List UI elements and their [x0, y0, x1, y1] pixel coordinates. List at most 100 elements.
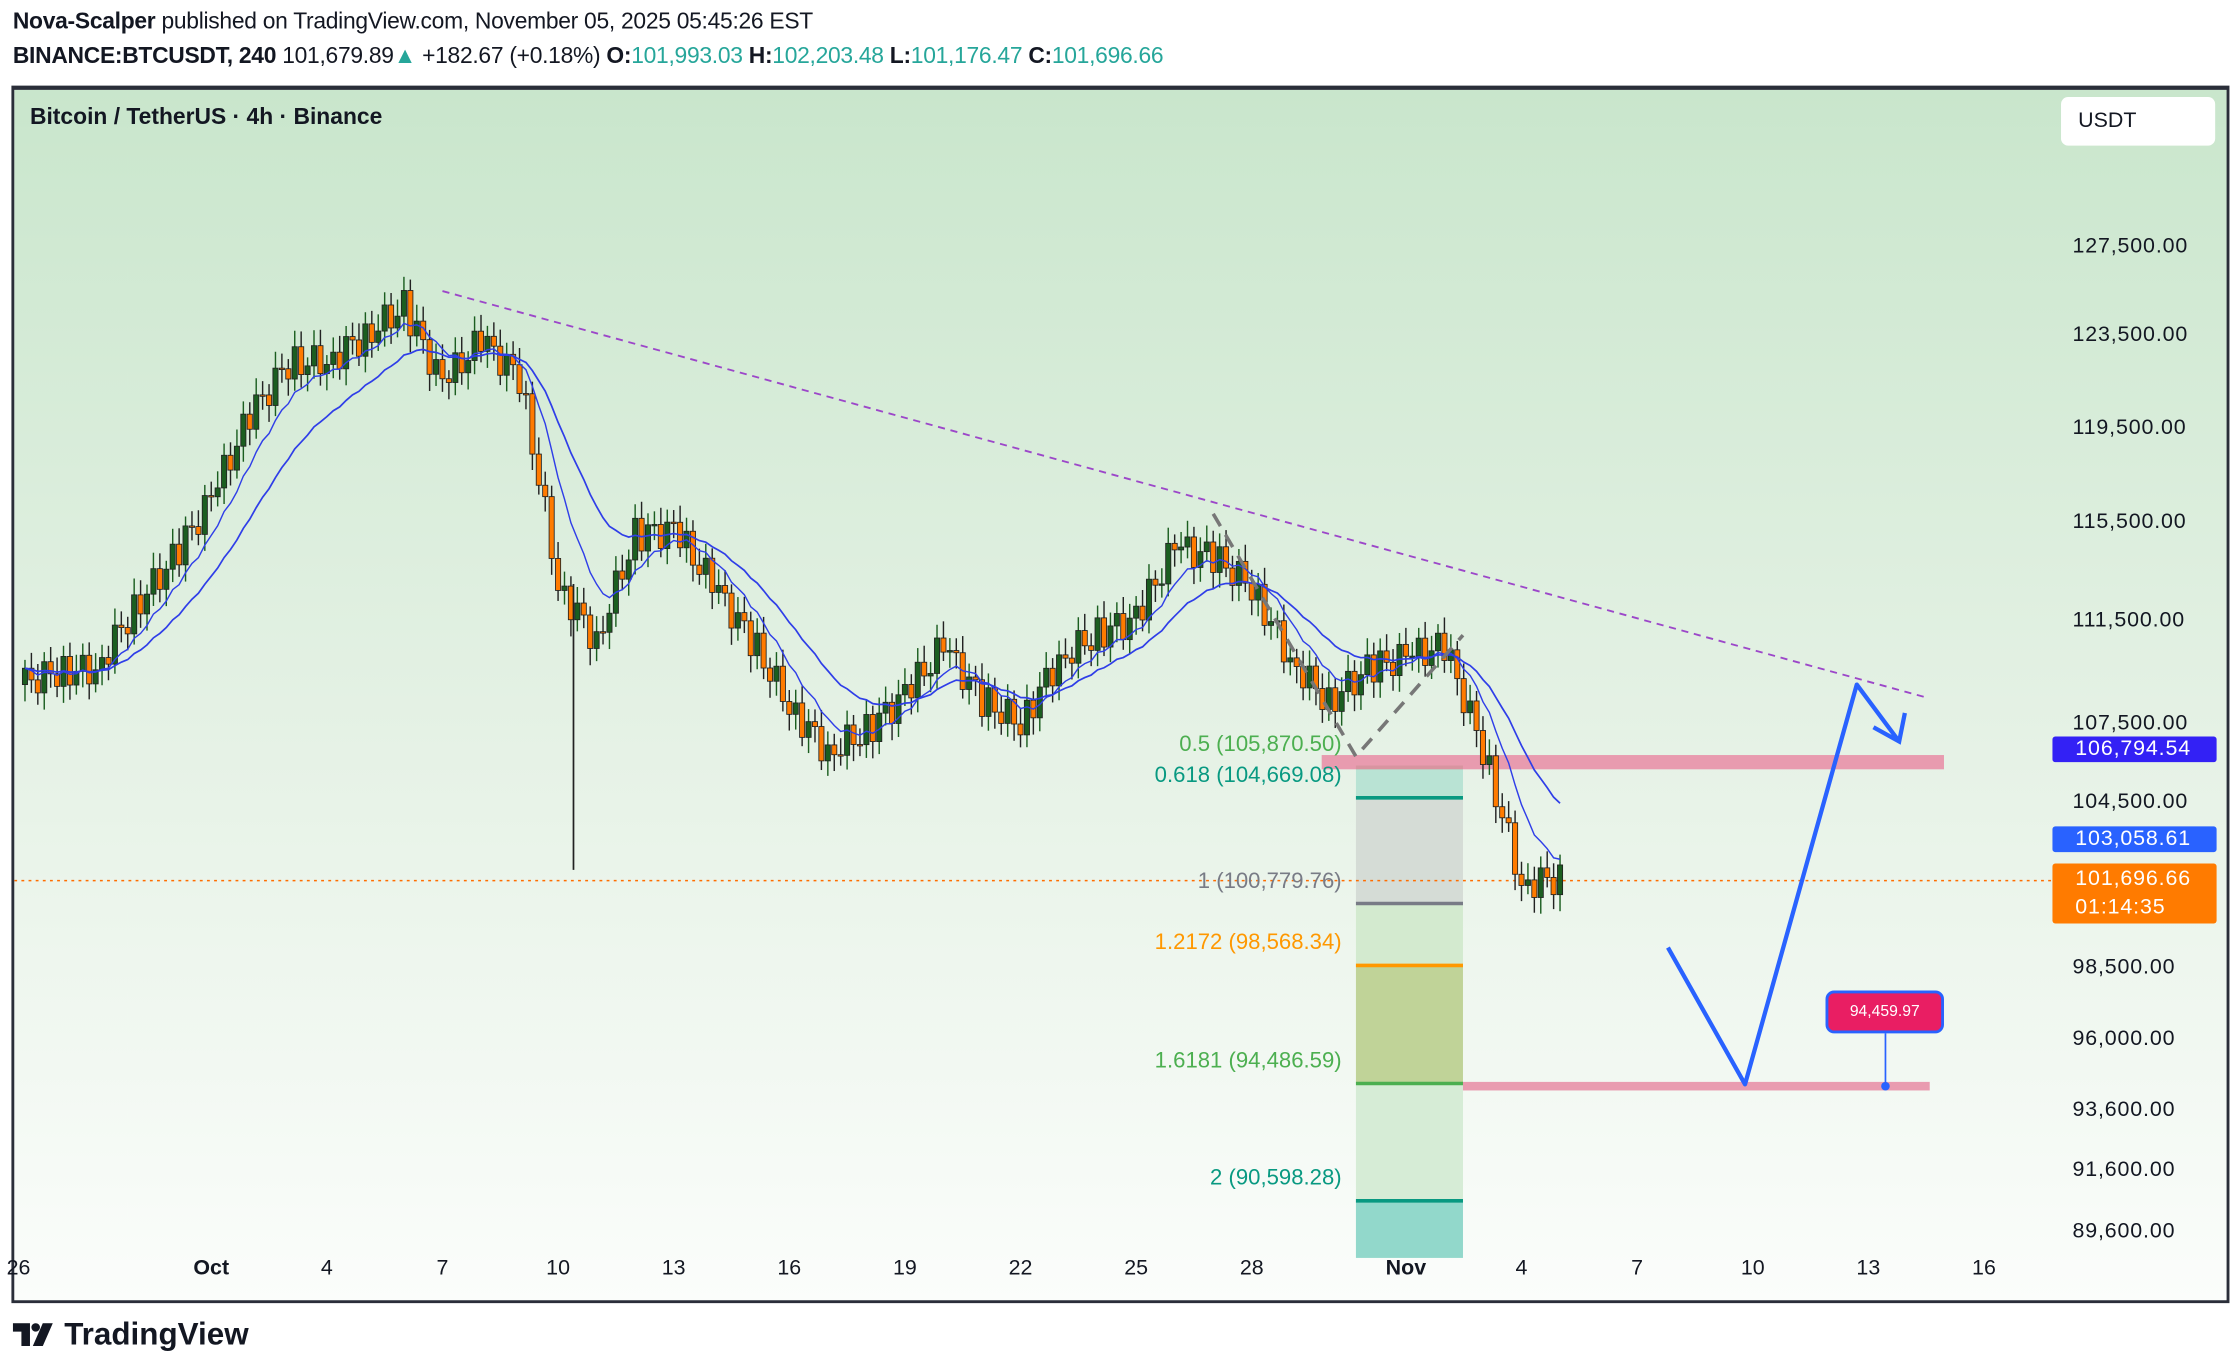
candle-body [388, 304, 395, 329]
candle-body [111, 624, 118, 665]
candle-body [1145, 578, 1152, 621]
candle-body [1557, 864, 1564, 896]
candle-body [413, 320, 420, 337]
candle-body [1023, 699, 1030, 736]
candle-body [799, 702, 806, 738]
publish-info: Nova-Scalper published on TradingView.co… [13, 10, 813, 36]
candle-body [535, 453, 542, 486]
time-tick: 13 [661, 1256, 686, 1281]
support-zone [1462, 1081, 1930, 1091]
candle-body [169, 543, 176, 570]
time-tick: 7 [436, 1256, 449, 1281]
candle-body [285, 368, 292, 380]
candle-body [137, 594, 144, 615]
candle-body [28, 667, 35, 681]
candle-body [1113, 613, 1120, 627]
candle-body [1126, 617, 1133, 641]
candle-body [1120, 613, 1127, 641]
candle-body [131, 594, 138, 635]
candle-body [844, 724, 851, 756]
candle-body [1210, 541, 1217, 573]
candle-body [400, 290, 407, 317]
candle-body [773, 665, 780, 682]
candle-body [914, 661, 921, 699]
low-value: 101,176.47 [910, 44, 1023, 69]
candle-body [1550, 876, 1557, 896]
candle-body [625, 559, 632, 580]
price-label-line2: 103,058.61 [2052, 826, 2217, 853]
candle-body [715, 585, 722, 593]
time-tick: 16 [777, 1256, 802, 1281]
candle-body [542, 484, 549, 498]
currency-button[interactable]: USDT [2061, 97, 2216, 146]
time-tick: 25 [1124, 1256, 1149, 1281]
candle-body [1351, 670, 1358, 696]
candle-body [522, 393, 529, 396]
time-tick: 28 [1239, 1256, 1264, 1281]
candle-body [709, 557, 716, 593]
candle-body [1319, 688, 1326, 710]
candle-body [240, 413, 247, 447]
candle-body [1004, 698, 1011, 724]
candle-body [1043, 667, 1050, 688]
fib-zone [1355, 965, 1463, 1084]
fib-zone [1355, 797, 1463, 904]
time-tick: 10 [1740, 1256, 1765, 1281]
candle-body [1062, 654, 1069, 659]
candle-body [689, 530, 696, 566]
candle-body [86, 654, 93, 685]
arrowhead-icon [1872, 712, 1907, 745]
candle-body [1531, 879, 1538, 898]
trend-line [442, 290, 1927, 699]
chart-pane[interactable] [11, 85, 2230, 1304]
candle-body [362, 323, 369, 357]
candle-body [1486, 755, 1493, 765]
candle-body [1268, 621, 1275, 626]
candle-body [946, 650, 953, 653]
candle-body [1203, 541, 1210, 553]
candle-body [516, 364, 523, 394]
candle-body [1088, 645, 1095, 651]
candle-body [355, 339, 362, 357]
candle-body [651, 524, 658, 527]
candle-body [1383, 650, 1390, 663]
candle-body [490, 335, 497, 347]
candle-body [901, 684, 908, 696]
candle-body [1537, 867, 1544, 898]
candle-body [426, 339, 433, 375]
candle-body [1345, 670, 1352, 693]
candle-body [1473, 700, 1480, 731]
candle-body [311, 345, 318, 367]
time-tick: Nov [1385, 1256, 1427, 1281]
candle-body [54, 673, 61, 687]
author[interactable]: Nova-Scalper [12, 9, 156, 35]
candle-body [1409, 655, 1416, 659]
candle-body [298, 346, 305, 375]
candle-body [439, 359, 446, 380]
candle-body [940, 637, 947, 653]
candle-body [278, 367, 285, 371]
candle-body [272, 367, 279, 406]
candle-body [1338, 691, 1345, 712]
time-tick: 7 [1631, 1256, 1644, 1281]
open-label: O: [606, 44, 632, 69]
target-price-label[interactable]: 94,459.97 [1825, 990, 1944, 1034]
candle-body [1184, 536, 1191, 548]
fib-level-label: 2 (90,598.28) [1210, 1166, 1342, 1191]
candle-body [1402, 643, 1409, 657]
tradingview-logo[interactable]: TradingView [12, 1316, 249, 1353]
candle-body [144, 593, 151, 615]
candle-body [966, 676, 973, 690]
swing-line [1211, 512, 1465, 760]
candle-body [1512, 822, 1519, 875]
candle-body [1165, 542, 1172, 585]
open-value: 101,993.03 [631, 44, 743, 69]
candle-body [1364, 654, 1371, 676]
candle-body [587, 614, 594, 649]
fib-zone [1355, 1200, 1463, 1258]
candle-body [792, 702, 799, 715]
candle-body [991, 687, 998, 713]
candle-body [1101, 617, 1108, 648]
candle-body [561, 585, 568, 591]
